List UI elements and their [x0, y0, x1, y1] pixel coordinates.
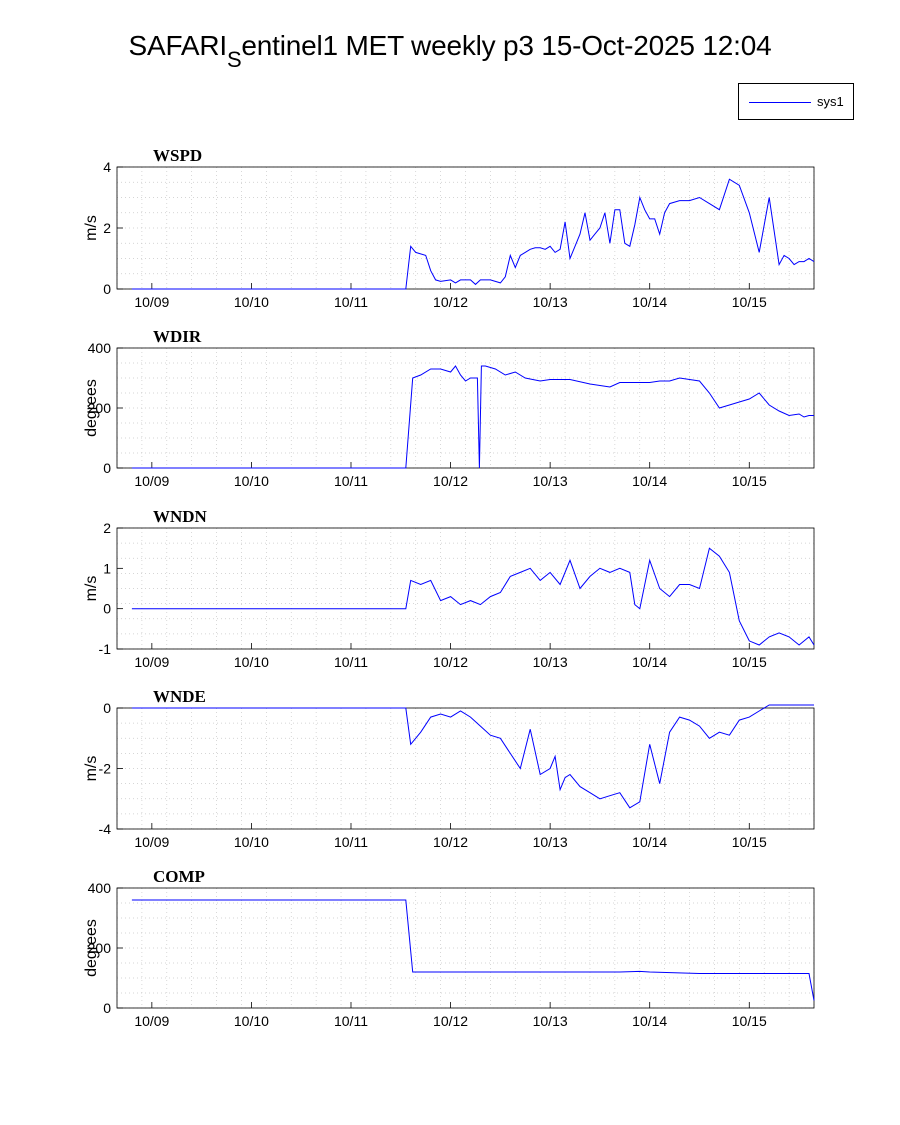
x-tick-label: 10/15 [732, 1013, 767, 1029]
panel-title: WNDE [153, 687, 206, 706]
series-line-sys1 [131, 704, 814, 809]
x-tick-label: 10/14 [632, 294, 667, 310]
panel-comp: 10/09 10/10 10/11 10/12 10/13 10/14 10/15 0 200 4… [83, 867, 815, 1029]
title-rest: entinel1 MET weekly p3 15-Oct-2025 12:04 [241, 30, 772, 61]
y-axis-label: m/s [83, 756, 100, 782]
y-tick-label: 0 [103, 1000, 111, 1016]
axes-box [116, 527, 815, 650]
series-line-sys1 [131, 178, 815, 290]
x-tick-label: 10/12 [433, 834, 468, 850]
x-tick-label: 10/15 [732, 654, 767, 670]
y-tick-label: 1 [103, 560, 111, 576]
legend-label: sys1 [817, 94, 844, 109]
x-tick-label: 10/12 [433, 1013, 468, 1029]
y-axis-label: m/s [83, 576, 100, 602]
x-tick-label: 10/13 [533, 1013, 568, 1029]
x-tick-label: 10/09 [134, 1013, 169, 1029]
y-tick-label: -4 [99, 821, 112, 837]
x-tick-label: 10/13 [533, 834, 568, 850]
x-tick-label: 10/10 [234, 834, 269, 850]
x-tick-label: 10/13 [533, 294, 568, 310]
x-tick-label: 10/11 [334, 294, 368, 310]
y-tick-label: 2 [103, 520, 111, 536]
x-tick-label: 10/12 [433, 654, 468, 670]
y-tick-label: 0 [103, 460, 111, 476]
y-tick-label: 2 [103, 220, 111, 236]
series-line-sys1 [131, 365, 814, 469]
y-tick-label: 0 [103, 281, 111, 297]
x-tick-label: 10/09 [134, 294, 169, 310]
panel-wspd: 10/09 10/10 10/11 10/12 10/13 10/14 10/15 0 2 4 m/… [83, 146, 815, 310]
y-tick-label: 400 [88, 340, 112, 356]
x-tick-label: 10/13 [533, 473, 568, 489]
x-tick-label: 10/15 [732, 473, 767, 489]
x-tick-label: 10/09 [134, 473, 169, 489]
y-tick-label: 400 [88, 880, 112, 896]
x-tick-label: 10/10 [234, 294, 269, 310]
legend-swatch [749, 102, 811, 103]
panel-title: COMP [153, 867, 205, 886]
x-tick-label: 10/10 [234, 473, 269, 489]
y-tick-label: -1 [99, 641, 112, 657]
panel-title: WNDN [153, 507, 208, 526]
x-tick-label: 10/12 [433, 473, 468, 489]
panel-wndn: 10/09 10/10 10/11 10/12 10/13 10/14 10/15 -1 0 1 2… [83, 507, 815, 670]
title-subscript: S [226, 47, 242, 72]
x-tick-label: 10/15 [732, 834, 767, 850]
x-tick-label: 10/15 [732, 294, 767, 310]
x-tick-label: 10/11 [334, 654, 368, 670]
x-tick-label: 10/14 [632, 654, 667, 670]
x-tick-label: 10/09 [134, 654, 169, 670]
x-tick-label: 10/10 [234, 1013, 269, 1029]
title-main: SAFARI [128, 30, 228, 61]
panel-wnde: 10/09 10/10 10/11 10/12 10/13 10/14 10/15 -4 -2 0… [83, 687, 815, 850]
x-tick-label: 10/11 [334, 1013, 368, 1029]
x-tick-label: 10/12 [433, 294, 468, 310]
x-tick-label: 10/14 [632, 1013, 667, 1029]
panel-wdir: 10/09 10/10 10/11 10/12 10/13 10/14 10/15 0 200 4… [83, 327, 815, 489]
series-line-sys1 [131, 899, 815, 1001]
x-tick-label: 10/11 [334, 834, 368, 850]
y-tick-label: 200 [88, 940, 112, 956]
figure-title: SAFARISentinel1 MET weekly p3 15-Oct-202… [0, 30, 900, 73]
x-tick-label: 10/14 [632, 473, 667, 489]
x-tick-label: 10/11 [334, 473, 368, 489]
x-tick-label: 10/09 [134, 834, 169, 850]
x-tick-label: 10/10 [234, 654, 269, 670]
y-tick-label: 4 [103, 159, 111, 175]
series-line-sys1 [131, 547, 815, 646]
x-tick-label: 10/14 [632, 834, 667, 850]
y-axis-label: degrees [83, 919, 100, 977]
y-tick-label: 0 [103, 601, 111, 617]
panel-title: WDIR [153, 327, 202, 346]
legend: sys1 [738, 83, 854, 120]
x-tick-label: 10/13 [533, 654, 568, 670]
y-tick-label: -2 [99, 761, 112, 777]
y-axis-label: degrees [83, 379, 100, 437]
y-tick-label: 0 [103, 700, 111, 716]
y-axis-label: m/s [83, 215, 100, 241]
panel-title: WSPD [153, 146, 202, 165]
y-tick-label: 200 [88, 400, 112, 416]
